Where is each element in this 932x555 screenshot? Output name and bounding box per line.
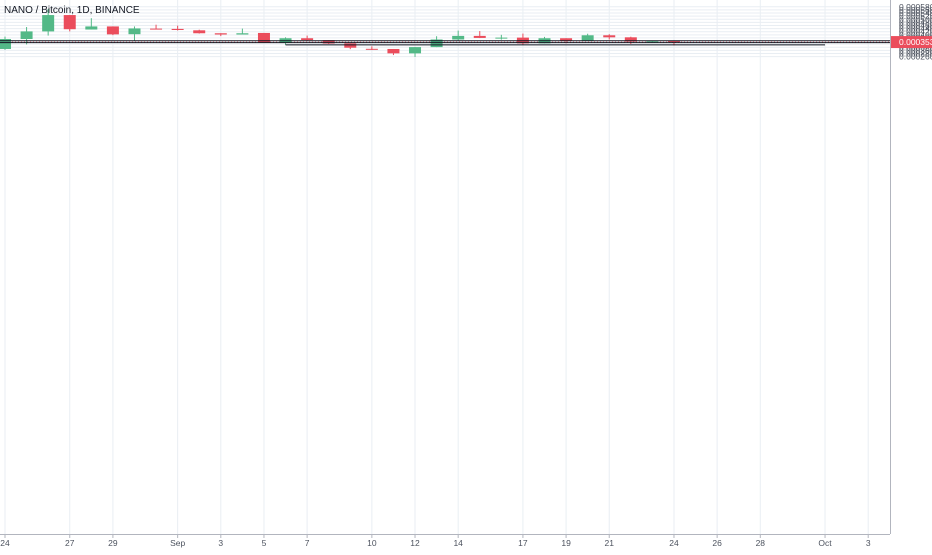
current-price-tag	[891, 36, 932, 49]
y-tick-label: 0.0004600	[899, 20, 932, 30]
candle-body-down	[193, 30, 206, 34]
candle-body-up	[128, 28, 141, 35]
candle-body-up	[646, 41, 659, 43]
candle-body-up	[236, 33, 249, 35]
candle-body-up	[581, 35, 594, 41]
x-tick-label: 3	[866, 538, 871, 548]
candle-body-down	[171, 28, 184, 30]
candle-body-up	[409, 47, 422, 54]
x-tick-label: 7	[305, 538, 310, 548]
y-tick-label: 0.0005400	[899, 8, 932, 18]
x-tick-label: 3	[218, 538, 223, 548]
y-tick-label: 0.0004200	[899, 27, 932, 37]
candle-body-down	[301, 38, 314, 41]
x-tick-label: 26	[712, 538, 722, 548]
candle-body-up	[42, 15, 55, 32]
candle-body-down	[365, 48, 378, 50]
x-tick-label: 5	[262, 538, 267, 548]
y-tick-label: 0.0002800	[899, 48, 932, 58]
candle-body-down	[473, 35, 486, 38]
x-tick-label: 29	[108, 538, 118, 548]
y-tick-label: 0.0003000	[899, 45, 932, 55]
x-tick-label: 24	[0, 538, 10, 548]
y-tick-label: 0.0004800	[899, 17, 932, 27]
current-price-label: 0.0003534	[899, 37, 932, 47]
y-tick-label: 0.0004000	[899, 30, 932, 40]
x-tick-label: 12	[410, 538, 420, 548]
x-tick-label: Oct	[818, 538, 832, 548]
candle-body-down	[322, 40, 335, 44]
candle-body-down	[344, 43, 357, 48]
candle-body-down	[63, 15, 76, 30]
x-tick-label: 17	[518, 538, 528, 548]
x-tick-label: 14	[453, 538, 463, 548]
x-tick-label: 27	[65, 538, 75, 548]
candle-body-down	[214, 33, 227, 35]
candle-body-down	[560, 38, 573, 41]
candle-body-down	[106, 26, 119, 35]
candle-body-down	[150, 28, 163, 30]
candle-body-down	[257, 32, 270, 43]
y-tick-label: 0.0002600	[899, 52, 932, 62]
y-tick-label: 0.0005200	[899, 11, 932, 21]
x-tick-label: 19	[561, 538, 571, 548]
symbol-title: NANO / Bitcoin, 1D, BINANCE	[4, 5, 140, 16]
y-tick-label: 0.0005800	[899, 2, 932, 12]
candle-body-down	[603, 35, 616, 38]
candle-body-up	[452, 35, 465, 40]
candle-body-up	[20, 31, 33, 40]
candle-body-up	[495, 37, 508, 39]
x-tick-label: 28	[756, 538, 766, 548]
y-tick-label: 0.0005000	[899, 14, 932, 24]
x-tick-label: 10	[367, 538, 377, 548]
candle-body-up	[85, 26, 98, 30]
x-tick-label: 21	[605, 538, 615, 548]
candle-body-down	[387, 48, 400, 54]
candle-body-up	[430, 39, 443, 48]
candle-body-up	[0, 39, 11, 49]
candle-body-down	[624, 37, 637, 42]
y-tick-label: 0.0005600	[899, 5, 932, 15]
y-tick-label: 0.0004400	[899, 24, 932, 34]
x-tick-label: Sep	[170, 538, 185, 548]
candle-body-down	[667, 41, 680, 43]
x-tick-label: 24	[669, 538, 679, 548]
